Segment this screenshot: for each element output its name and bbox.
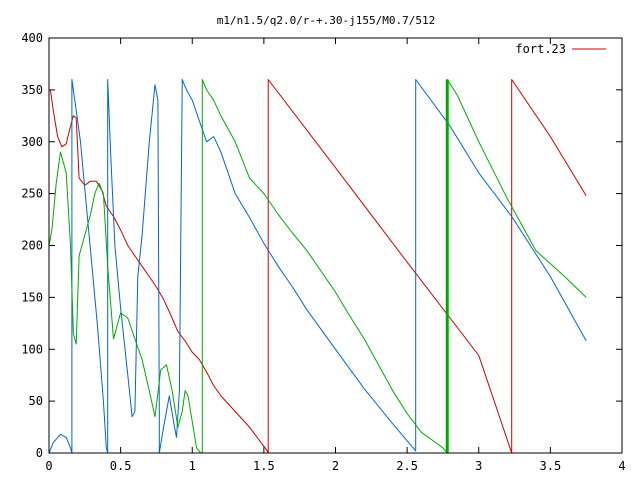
y-tick-label: 350 [21, 83, 43, 97]
y-tick-label: 0 [36, 446, 43, 460]
y-tick-label: 150 [21, 290, 43, 304]
y-tick-label: 250 [21, 187, 43, 201]
series-line-3 [48, 79, 587, 454]
y-tick-label: 200 [21, 239, 43, 253]
y-tick-label: 100 [21, 342, 43, 356]
series-layer [48, 79, 587, 454]
x-tick-label: 0 [45, 459, 52, 473]
x-tick-label: 2 [332, 459, 339, 473]
y-tick-label: 300 [21, 135, 43, 149]
x-tick-label: 2.5 [396, 459, 418, 473]
series-line-1 [49, 79, 587, 454]
legend: fort.23 [515, 42, 606, 56]
x-tick-label: 0.5 [110, 459, 132, 473]
y-tick-label: 400 [21, 31, 43, 45]
x-tick-label: 1.5 [253, 459, 275, 473]
x-tick-label: 3 [475, 459, 482, 473]
x-tick-label: 3.5 [540, 459, 562, 473]
x-tick-label: 1 [189, 459, 196, 473]
y-tick-label: 50 [29, 394, 43, 408]
chart-title: m1/n1.5/q2.0/r-+.30-j155/M0.7/512 [217, 14, 436, 27]
plot-frame [48, 37, 623, 454]
legend-label: fort.23 [515, 42, 566, 56]
series-line-2 [48, 79, 587, 454]
y-axis-ticks: 0 50 100 150 200 250 300 350 400 [21, 31, 622, 460]
x-axis-ticks: 0 0.5 1 1.5 2 2.5 3 3.5 4 [45, 38, 626, 473]
x-tick-label: 4 [618, 459, 625, 473]
